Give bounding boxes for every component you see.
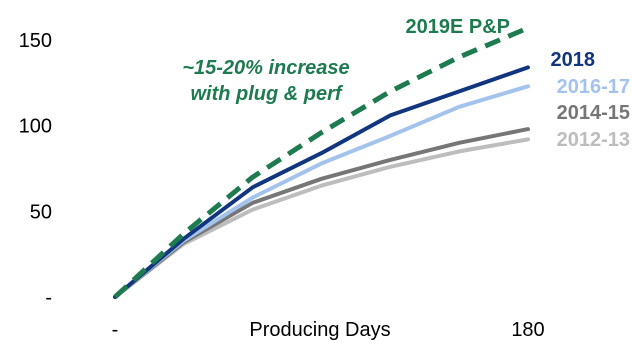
annotation-text: ~15-20% increase with plug & perf [182,57,349,105]
legend-label: 2014-15 [557,102,630,124]
y-axis-ticks: - 50 100 150 [19,30,52,309]
y-tick-label: 150 [19,30,52,52]
x-tick-label: 180 [511,319,544,341]
annotation-line: ~15-20% increase [182,57,349,79]
y-tick-label: 50 [30,201,52,223]
series-line-2019e-p-p [113,25,529,299]
legend-label: 2012-13 [557,129,630,151]
y-tick-label: 100 [19,116,52,138]
series-line-2016-17 [113,84,530,299]
x-axis-ticks: - 180 [112,319,545,341]
legend-label: 2018 [551,49,596,71]
legend-label: 2016-17 [557,76,630,98]
legend: 2019E P&P 2018 2016-17 2014-15 2012-13 [405,16,630,151]
series-lines [113,25,530,299]
series-line-2018 [113,65,530,299]
y-tick-label: - [45,287,52,309]
annotation-line: with plug & perf [190,83,343,105]
x-axis-label: Producing Days [249,319,390,341]
x-tick-label: - [112,319,119,341]
legend-label: 2019E P&P [405,16,510,38]
